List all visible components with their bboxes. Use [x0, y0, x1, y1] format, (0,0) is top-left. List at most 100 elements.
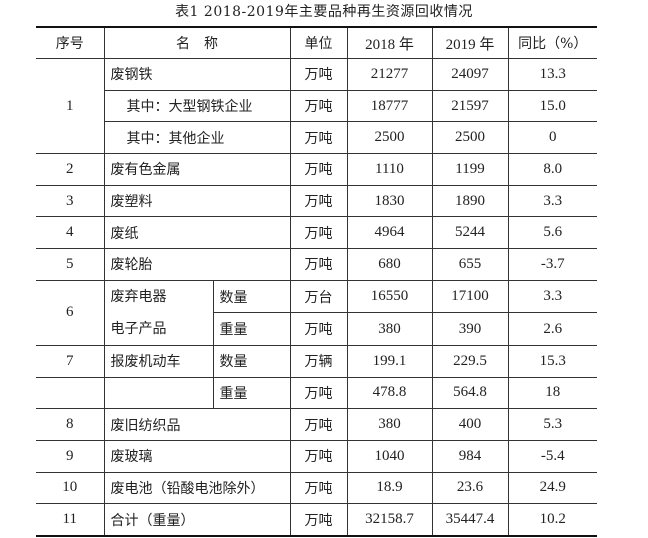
table-row: 重量 万吨 478.8 564.8 18	[36, 376, 597, 410]
unit-cell: 万吨	[289, 248, 348, 281]
seq-cell: 11	[36, 503, 105, 537]
value-yoy: 15.3	[507, 344, 597, 378]
sub-cell: 数量	[212, 279, 291, 314]
unit-cell: 万吨	[289, 439, 348, 473]
table-row: 2 废有色金属 万吨 1110 1199 8.0	[36, 153, 597, 186]
value-2019: 229.5	[431, 344, 509, 378]
unit-cell: 万吨	[289, 153, 348, 186]
table-row: 6 废弃电器 电子产品 数量 万台 16550 17100 3.3	[36, 279, 597, 346]
value-2018: 4964	[346, 216, 433, 250]
value-2018: 380	[346, 312, 433, 346]
header-row: 序号 名 称 单位 2018 年 2019 年 同比（%）	[36, 26, 597, 59]
value-yoy: 3.3	[507, 279, 597, 314]
value-yoy: 3.3	[507, 184, 597, 218]
value-yoy: 13.3	[507, 58, 597, 91]
name-cell	[103, 376, 214, 410]
unit-cell: 万辆	[289, 344, 348, 378]
table-row: 7 报废机动车 数量 万辆 199.1 229.5 15.3	[36, 344, 597, 378]
name-cell: 废有色金属	[103, 153, 291, 186]
header-unit: 单位	[289, 26, 348, 59]
value-yoy: -5.4	[507, 439, 597, 473]
value-2019: 21597	[431, 89, 509, 123]
unit-cell: 万吨	[289, 376, 348, 410]
value-2018: 21277	[346, 58, 433, 91]
value-yoy: 0	[507, 121, 597, 155]
unit-cell: 万吨	[289, 121, 348, 155]
name-cell: 废塑料	[103, 184, 291, 218]
name-cell: 报废机动车	[103, 344, 214, 378]
value-2019: 17100	[431, 279, 509, 314]
value-2019: 984	[431, 439, 509, 473]
value-2018: 2500	[346, 121, 433, 155]
unit-cell: 万吨	[289, 471, 348, 505]
value-2018: 478.8	[346, 376, 433, 410]
seq-cell: 8	[36, 408, 105, 441]
unit-cell: 万吨	[289, 216, 348, 250]
seq-cell: 6	[36, 279, 105, 346]
table-row: 10 废电池（铅酸电池除外） 万吨 18.9 23.6 24.9	[36, 471, 597, 505]
table-row: 其中：大型钢铁企业 万吨 18777 21597 15.0	[36, 89, 597, 123]
value-2019: 2500	[431, 121, 509, 155]
unit-cell: 万吨	[289, 503, 348, 537]
value-2019: 24097	[431, 58, 509, 91]
value-2018: 199.1	[346, 344, 433, 378]
header-2019: 2019 年	[431, 26, 509, 59]
value-yoy: 24.9	[507, 471, 597, 505]
recycling-table: 序号 名 称 单位 2018 年 2019 年 同比（%） 1 废钢铁 万吨 2…	[36, 26, 597, 537]
value-2019: 35447.4	[431, 503, 509, 537]
sub-cell: 数量	[212, 344, 291, 378]
seq-cell: 5	[36, 248, 105, 281]
value-yoy: 15.0	[507, 89, 597, 123]
table-row: 8 废旧纺织品 万吨 380 400 5.3	[36, 408, 597, 441]
name-cell: 废旧纺织品	[103, 408, 291, 441]
value-2018: 32158.7	[346, 503, 433, 537]
value-2018: 18.9	[346, 471, 433, 505]
value-yoy: 10.2	[507, 503, 597, 537]
value-yoy: 5.3	[507, 408, 597, 441]
value-2018: 1110	[346, 153, 433, 186]
seq-cell: 4	[36, 216, 105, 250]
unit-cell: 万吨	[289, 184, 348, 218]
name-cell: 合计（重量）	[103, 503, 291, 537]
name-cell: 废弃电器 电子产品	[103, 279, 214, 346]
value-yoy: 2.6	[507, 312, 597, 346]
seq-cell: 2	[36, 153, 105, 186]
value-2019: 655	[431, 248, 509, 281]
value-2019: 390	[431, 312, 509, 346]
value-2019: 23.6	[431, 471, 509, 505]
seq-cell: 1	[36, 57, 105, 155]
value-2019: 1199	[431, 153, 509, 186]
value-yoy: 5.6	[507, 216, 597, 250]
value-2018: 16550	[346, 279, 433, 314]
value-2018: 1040	[346, 439, 433, 473]
table-row: 其中：其他企业 万吨 2500 2500 0	[36, 121, 597, 155]
name-cell: 废电池（铅酸电池除外）	[103, 471, 291, 505]
sub-cell: 重量	[213, 312, 291, 346]
table-title: 表1 2018-2019年主要品种再生资源回收情况	[175, 4, 473, 20]
seq-cell: 9	[36, 439, 105, 473]
table-row: 4 废纸 万吨 4964 5244 5.6	[36, 216, 597, 250]
header-name: 名 称	[103, 26, 291, 59]
header-yoy: 同比（%）	[507, 26, 597, 59]
table-row: 3 废塑料 万吨 1830 1890 3.3	[36, 184, 597, 218]
seq-cell: 7	[36, 344, 105, 378]
value-yoy: -3.7	[507, 248, 597, 281]
table-row: 5 废轮胎 万吨 680 655 -3.7	[36, 248, 597, 281]
value-2019: 400	[431, 408, 509, 441]
value-yoy: 18	[507, 376, 597, 410]
name-cell: 废纸	[103, 216, 291, 250]
name-line-1: 废弃电器	[110, 288, 167, 305]
name-cell: 其中：其他企业	[104, 121, 291, 155]
value-2019: 5244	[431, 216, 509, 250]
unit-cell: 万台	[289, 279, 348, 314]
seq-cell: 3	[36, 184, 105, 218]
header-2018: 2018 年	[346, 26, 433, 59]
seq-cell: 10	[36, 471, 105, 505]
name-cell: 其中：大型钢铁企业	[104, 89, 291, 123]
unit-cell: 万吨	[289, 312, 348, 346]
value-2018: 1830	[346, 184, 433, 218]
name-cell: 废钢铁	[103, 58, 291, 91]
name-cell: 废轮胎	[103, 248, 291, 281]
unit-cell: 万吨	[289, 58, 348, 91]
table-row: 1 废钢铁 万吨 21277 24097 13.3	[36, 57, 597, 155]
